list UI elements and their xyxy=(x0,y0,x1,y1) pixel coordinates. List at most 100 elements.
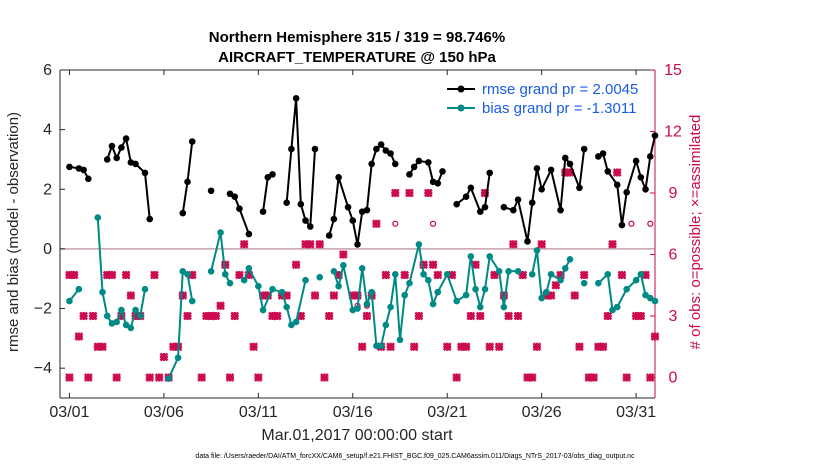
nobs-assimilated-marker xyxy=(272,311,282,321)
nobs-assimilated-marker xyxy=(414,311,424,321)
rmse-point xyxy=(236,205,243,212)
nobs-assimilated-marker xyxy=(372,219,381,229)
bias-point xyxy=(623,285,630,293)
rmse-point xyxy=(226,190,234,198)
nobs-assimilated-marker xyxy=(508,239,518,249)
nobs-assimilated-marker xyxy=(475,311,485,321)
nobs-assimilated-marker xyxy=(98,342,107,352)
data-file-footer: data file: /Users/raeder/DAI/ATM_forcXX/… xyxy=(195,453,635,460)
bias-point xyxy=(472,285,479,293)
rmse-point xyxy=(325,232,333,239)
nobs-assimilated-marker xyxy=(622,373,632,382)
rmse-point xyxy=(613,181,621,189)
nobs-assimilated-marker xyxy=(305,239,315,249)
bias-point xyxy=(207,267,215,275)
rmse-point xyxy=(500,203,508,211)
nobs-assimilated-marker xyxy=(324,311,334,321)
rmse-point xyxy=(118,144,125,151)
nobs-assimilated-marker xyxy=(603,311,613,321)
bias-point xyxy=(382,321,390,329)
rmse-point xyxy=(599,150,607,157)
nobs-assimilated-marker xyxy=(244,270,254,280)
nobs-assimilated-marker xyxy=(551,280,561,290)
bias-point xyxy=(141,285,149,293)
y-axis-label: rmse and bias (model - observation) xyxy=(5,112,22,352)
nobs-assimilated-marker xyxy=(428,260,438,270)
nobs-assimilated-marker xyxy=(150,270,159,280)
nobs-assimilated-marker xyxy=(268,311,277,321)
nobs-assimilated-marker xyxy=(348,291,358,300)
y2-axis-label: # of obs: o=possible; ×=assimilated xyxy=(687,115,704,350)
nobs-assimilated-marker xyxy=(650,332,660,341)
nobs-assimilated-marker xyxy=(504,311,513,321)
bias-point xyxy=(425,276,432,284)
rmse-point xyxy=(580,145,588,153)
bias-point xyxy=(401,291,409,299)
nobs-assimilated-marker xyxy=(206,311,216,321)
bias-point xyxy=(217,229,224,236)
nobs-assimilated-marker xyxy=(301,239,310,249)
y2-tick-label: 12 xyxy=(664,124,682,141)
rmse-point xyxy=(259,208,267,215)
bias-point xyxy=(127,324,135,332)
nobs-assimilated-marker xyxy=(513,311,523,321)
nobs-assimilated-marker xyxy=(570,291,580,300)
y2-tick-label: 6 xyxy=(669,247,678,264)
bias-point xyxy=(391,270,399,278)
y2-tick-label: 15 xyxy=(664,62,682,79)
bias-point xyxy=(557,276,564,284)
nobs-assimilated-marker xyxy=(202,311,211,321)
nobs-assimilated-marker xyxy=(249,342,258,352)
nobs-assimilated-marker xyxy=(154,373,164,382)
rmse-point xyxy=(311,145,319,153)
rmse-point xyxy=(141,169,149,177)
nobs-assimilated-marker xyxy=(589,373,598,382)
rmse-point xyxy=(434,180,442,187)
nobs-assimilated-marker xyxy=(230,311,240,321)
nobs-assimilated-marker xyxy=(291,260,301,270)
nobs-assimilated-marker xyxy=(131,311,140,321)
nobs-possible-marker xyxy=(429,220,437,227)
nobs-assimilated-marker xyxy=(126,291,136,300)
rmse-point xyxy=(439,168,446,175)
rmse-point xyxy=(292,95,300,102)
rmse-point xyxy=(245,230,253,238)
rmse-point xyxy=(283,199,290,206)
rmse-point xyxy=(576,184,583,192)
nobs-assimilated-marker xyxy=(598,342,608,352)
nobs-assimilated-marker xyxy=(117,311,126,321)
y2-tick-label: 9 xyxy=(669,185,678,202)
rmse-point xyxy=(453,200,460,208)
rmse-point xyxy=(80,166,87,174)
bias-line xyxy=(332,244,519,347)
nobs-assimilated-marker xyxy=(69,270,79,280)
bias-point xyxy=(443,270,451,278)
rmse-point xyxy=(533,165,541,172)
rmse-point xyxy=(524,238,531,245)
rmse-point xyxy=(604,168,612,175)
rmse-point xyxy=(467,184,475,192)
bias-point xyxy=(495,267,503,275)
rmse-point xyxy=(188,138,196,145)
rmse-point xyxy=(344,203,352,211)
nobs-assimilated-marker xyxy=(93,342,103,352)
bias-point xyxy=(561,264,569,272)
nobs-assimilated-marker xyxy=(565,168,575,177)
bias-point xyxy=(604,270,612,278)
rmse-point xyxy=(391,160,399,168)
rmse-point xyxy=(103,156,111,163)
nobs-assimilated-marker xyxy=(263,291,273,300)
bias-point xyxy=(302,276,309,284)
bias-point xyxy=(188,297,196,305)
legend: rmse grand pr = 2.0045 bias grand pr = -… xyxy=(442,77,644,125)
nobs-assimilated-marker xyxy=(329,291,339,300)
rmse-point xyxy=(264,174,272,181)
y-tick-label: −4 xyxy=(34,360,52,377)
nobs-assimilated-marker xyxy=(296,311,306,321)
nobs-assimilated-marker xyxy=(334,270,343,280)
rmse-point xyxy=(646,153,654,160)
rmse-point xyxy=(481,203,489,211)
rmse-point xyxy=(368,160,375,168)
bias-point xyxy=(316,273,324,281)
